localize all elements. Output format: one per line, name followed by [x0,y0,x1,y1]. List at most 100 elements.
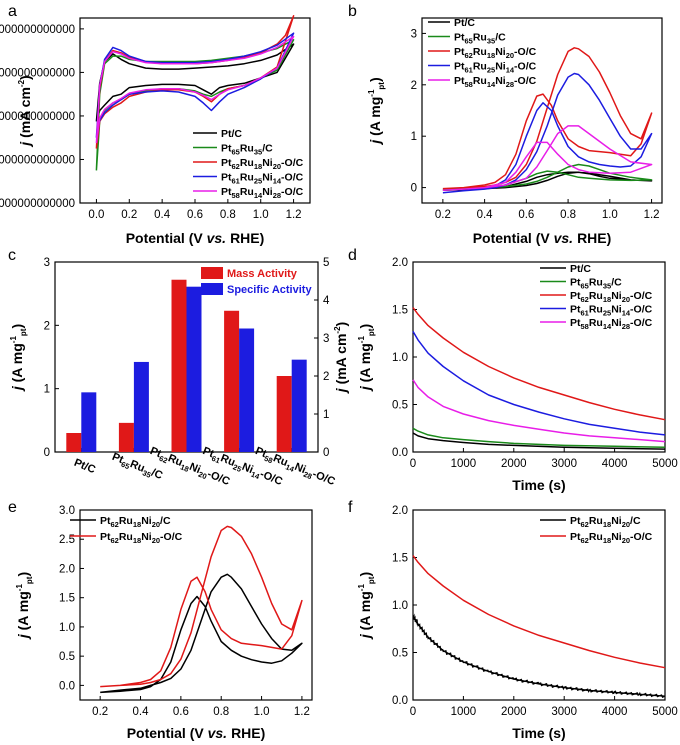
legend-label-part: 62 [581,295,589,304]
panel-e: 0.2 0.4 0.6 0.8 1.0 1.2 0.0 0.5 1.0 1.5 2.0 2.5 3.0 P… [15,505,313,741]
legend-label-part: -O/C [630,304,653,316]
legend-label-part: /C [630,515,641,527]
y2-axis-label: j (mA cm-2) [333,322,349,394]
category-label: Pt/C [72,457,97,476]
y2-axis-label-part: -2 [333,326,342,334]
x-tick-label: 3000 [551,458,577,470]
legend-label-part: Ru [240,157,254,169]
legend-label: Pt58Ru14Ni28-O/C [221,186,304,200]
y-axis-label-part: pt [367,328,376,336]
category-label-part: Pt [253,445,268,460]
bar-mass-activity [66,433,82,452]
legend-label: Pt65Ru35/C [570,277,622,291]
y-tick-label: 1 [44,384,50,396]
legend-label-part: Ni [611,531,622,543]
legend-label-part: Ru [119,531,133,543]
legend-label-part: 14 [506,66,515,75]
x-tick-label: 0.8 [213,706,229,718]
legend-label-part: Ru [589,531,603,543]
category-label-part: 18 [179,462,190,473]
y-axis-label-part: ) [9,324,25,329]
legend-label-part: Pt [221,157,232,169]
y-axis-label-part: -1 [15,584,24,592]
y2-tick-label: 3 [323,333,329,345]
y-axis-label-part: pt [19,328,28,336]
category-label-part: Pt/C [72,457,97,476]
y-axis-label-part: (mA cm [17,87,33,142]
x-tick-label: 1000 [451,706,477,718]
legend-label-part: Pt [570,290,581,302]
x-tick-label: 1.2 [644,209,660,221]
y2-tick-label: 1 [323,409,329,421]
series-line [100,573,303,694]
legend-label: Pt62Ru18Ni20/C [100,515,171,529]
legend-label-part: Ru [589,317,603,329]
plot-frame [412,261,666,453]
y-tick-label: 0.5 [392,648,408,660]
legend-label: Pt62Ru18Ni20-O/C [570,531,653,545]
legend-label: Pt62Ru18Ni20-O/C [570,290,653,304]
legend-swatch [201,283,223,295]
legend-label-part: 58 [232,191,240,200]
y-axis-label: j (mA cm-2) [17,75,33,147]
y-tick-label: 0.0 [59,680,75,692]
legend-label-part: Ni [141,515,152,527]
legend-label: Pt/C [570,263,591,275]
bar-specific-activity [81,392,97,452]
series-line [412,432,666,450]
legend-label-part: Ru [589,304,603,316]
legend-label-part: Ru [240,186,254,198]
legend-label-part: 18 [603,536,611,545]
y-axis-label-part: j [17,141,33,148]
y-tick-label: 1.0 [392,600,408,612]
series-line [412,427,666,449]
legend-label-part: 20 [152,520,160,529]
bar-mass-activity [118,422,134,452]
legend-label-part: 61 [581,309,589,318]
legend-label-part: 35 [254,148,262,157]
bar-mass-activity [171,279,187,452]
x-axis-label-part: Time (s) [512,477,565,493]
panel-letter: e [8,499,17,516]
x-axis-label-part: Potential (V [126,230,207,246]
legend-label-part: -O/C [160,531,183,543]
legend-label: Pt/C [221,128,242,140]
panel-letter: b [348,3,357,20]
y-axis-label-part: (A mg [367,97,383,140]
legend-label-part: 14 [622,309,631,318]
legend-label-part: Ni [611,317,622,329]
bar-specific-activity [186,286,202,452]
legend-label-part: 28 [273,191,281,200]
panel-b: 0.2 0.4 0.6 0.8 1.0 1.2 0 1 2 3 Potential (V vs. RH… [367,17,663,246]
series-line [442,72,653,194]
legend-label-part: /C [611,277,622,289]
x-axis-label-part: RHE) [577,230,611,246]
legend-label-part: Pt [454,61,465,73]
legend-label-part: 35 [487,37,495,46]
y2-axis-label-part: ) [333,322,349,327]
y-axis-label-part: j [9,385,25,392]
x-tick-label: 0.4 [154,209,171,221]
legend-label: Pt62Ru18Ni20-O/C [100,531,183,545]
legend-label-part: Ni [495,75,506,87]
x-tick-label: 1000 [451,458,477,470]
y-tick-label: 2 [411,80,417,92]
x-tick-label: 0.6 [518,209,534,221]
x-axis-label: Time (s) [512,477,565,493]
x-axis-label-part: RHE) [230,230,264,246]
x-tick-label: 2000 [501,706,527,718]
x-tick-label: 4000 [602,458,628,470]
legend-label-part: -O/C [630,290,653,302]
y-tick-label: 2 [44,320,50,332]
legend-label-part: 65 [581,282,589,291]
y-tick-label: 0 [411,183,417,195]
legend-label-part: Ni [495,46,506,58]
category-label-part: Ni [240,461,255,476]
legend-label-part: Ru [473,32,487,44]
y-axis-label-part: j [15,633,31,640]
bar-mass-activity [276,376,292,452]
legend-label-part: 20 [273,162,281,171]
legend-label-part: 28 [622,322,630,331]
y-axis-label-part: ) [17,75,33,80]
